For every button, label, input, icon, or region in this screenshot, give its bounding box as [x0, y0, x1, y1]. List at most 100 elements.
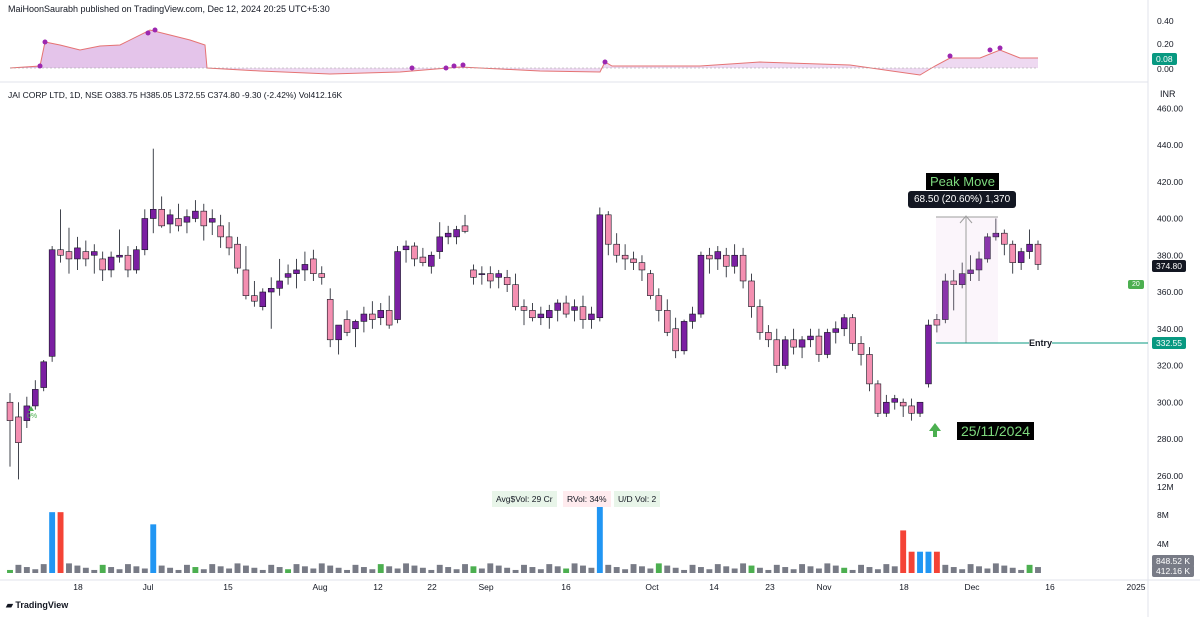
candle-body[interactable]	[436, 236, 443, 252]
candle-body[interactable]	[840, 317, 848, 330]
candle-body[interactable]	[857, 343, 865, 355]
candle-body[interactable]	[487, 273, 494, 282]
candle-body[interactable]	[520, 306, 528, 311]
candle-body[interactable]	[124, 254, 132, 271]
candle-body[interactable]	[208, 218, 216, 223]
candle-body[interactable]	[470, 269, 477, 278]
candle-body[interactable]	[369, 313, 376, 320]
candle-body[interactable]	[15, 416, 22, 443]
candle-body[interactable]	[428, 254, 435, 267]
candle-body[interactable]	[824, 332, 831, 355]
candle-body[interactable]	[377, 310, 385, 319]
candle-body[interactable]	[638, 262, 646, 271]
candle-body[interactable]	[697, 254, 705, 315]
candle-body[interactable]	[571, 306, 578, 311]
candle-body[interactable]	[680, 321, 688, 352]
candle-body[interactable]	[166, 214, 174, 225]
candle-body[interactable]	[992, 232, 1000, 238]
candle-body[interactable]	[461, 225, 469, 232]
candle-body[interactable]	[781, 339, 789, 366]
candle-body[interactable]	[65, 251, 73, 260]
candle-body[interactable]	[343, 319, 351, 333]
candle-body[interactable]	[722, 254, 730, 267]
candle-body[interactable]	[554, 302, 561, 311]
candle-body[interactable]	[663, 310, 671, 333]
candle-body[interactable]	[765, 332, 772, 341]
candle-body[interactable]	[284, 273, 292, 278]
candle-body[interactable]	[48, 249, 56, 357]
candle-body[interactable]	[950, 280, 957, 285]
candle-body[interactable]	[411, 245, 418, 260]
candle-body[interactable]	[714, 251, 722, 260]
candle-body[interactable]	[546, 310, 553, 319]
candle-body[interactable]	[773, 339, 781, 366]
candle-body[interactable]	[478, 273, 486, 275]
candle-body[interactable]	[242, 269, 250, 296]
candle-body[interactable]	[529, 310, 536, 319]
candle-body[interactable]	[267, 288, 275, 293]
candle-body[interactable]	[1034, 243, 1042, 265]
candle-body[interactable]	[360, 313, 368, 322]
candle-body[interactable]	[251, 295, 258, 302]
candle-body[interactable]	[453, 229, 460, 238]
candle-body[interactable]	[310, 258, 317, 274]
candle-body[interactable]	[23, 405, 31, 421]
candle-body[interactable]	[537, 313, 545, 319]
candle-body[interactable]	[798, 339, 806, 348]
candle-body[interactable]	[234, 243, 241, 269]
candle-body[interactable]	[225, 236, 233, 249]
candle-body[interactable]	[655, 295, 663, 311]
candle-body[interactable]	[908, 405, 915, 414]
candle-body[interactable]	[200, 210, 208, 227]
candle-body[interactable]	[899, 401, 907, 407]
candle-body[interactable]	[99, 258, 106, 271]
candle-body[interactable]	[605, 214, 612, 245]
candle-body[interactable]	[689, 313, 696, 322]
candle-body[interactable]	[352, 321, 359, 330]
candle-body[interactable]	[807, 335, 814, 341]
candle-body[interactable]	[756, 306, 764, 333]
candle-body[interactable]	[133, 249, 140, 271]
candle-body[interactable]	[6, 401, 14, 421]
candle-body[interactable]	[444, 232, 452, 238]
candle-body[interactable]	[849, 317, 856, 344]
candle-body[interactable]	[74, 247, 81, 260]
candle-body[interactable]	[621, 254, 629, 260]
candle-body[interactable]	[739, 254, 747, 282]
candle-body[interactable]	[293, 269, 300, 274]
candle-body[interactable]	[731, 254, 738, 267]
candle-body[interactable]	[318, 273, 326, 278]
candle-body[interactable]	[588, 313, 595, 320]
candle-body[interactable]	[259, 291, 267, 307]
candle-body[interactable]	[1009, 243, 1016, 263]
candle-body[interactable]	[276, 280, 283, 289]
candle-body[interactable]	[116, 254, 123, 258]
candle-body[interactable]	[866, 354, 873, 385]
candle-body[interactable]	[183, 216, 191, 223]
candle-body[interactable]	[942, 280, 949, 320]
candle-body[interactable]	[57, 249, 64, 256]
candle-body[interactable]	[158, 209, 165, 227]
candle-body[interactable]	[1001, 232, 1008, 245]
candle-body[interactable]	[217, 225, 224, 238]
candle-body[interactable]	[385, 310, 393, 326]
candle-body[interactable]	[32, 389, 39, 407]
candle-body[interactable]	[91, 251, 98, 256]
candle-body[interactable]	[141, 218, 149, 251]
candle-body[interactable]	[335, 324, 342, 341]
candle-body[interactable]	[832, 328, 840, 333]
candle-body[interactable]	[512, 284, 519, 307]
candle-body[interactable]	[925, 324, 932, 385]
candle-body[interactable]	[916, 401, 924, 414]
candle-body[interactable]	[394, 251, 401, 320]
candle-body[interactable]	[748, 280, 755, 308]
candle-body[interactable]	[596, 214, 604, 319]
candle-body[interactable]	[630, 258, 637, 263]
candle-body[interactable]	[883, 401, 890, 414]
candle-body[interactable]	[790, 339, 797, 348]
candle-body[interactable]	[958, 273, 966, 285]
candle-body[interactable]	[891, 398, 899, 403]
candle-body[interactable]	[647, 273, 654, 296]
candle-body[interactable]	[402, 245, 410, 251]
candle-body[interactable]	[613, 243, 620, 256]
